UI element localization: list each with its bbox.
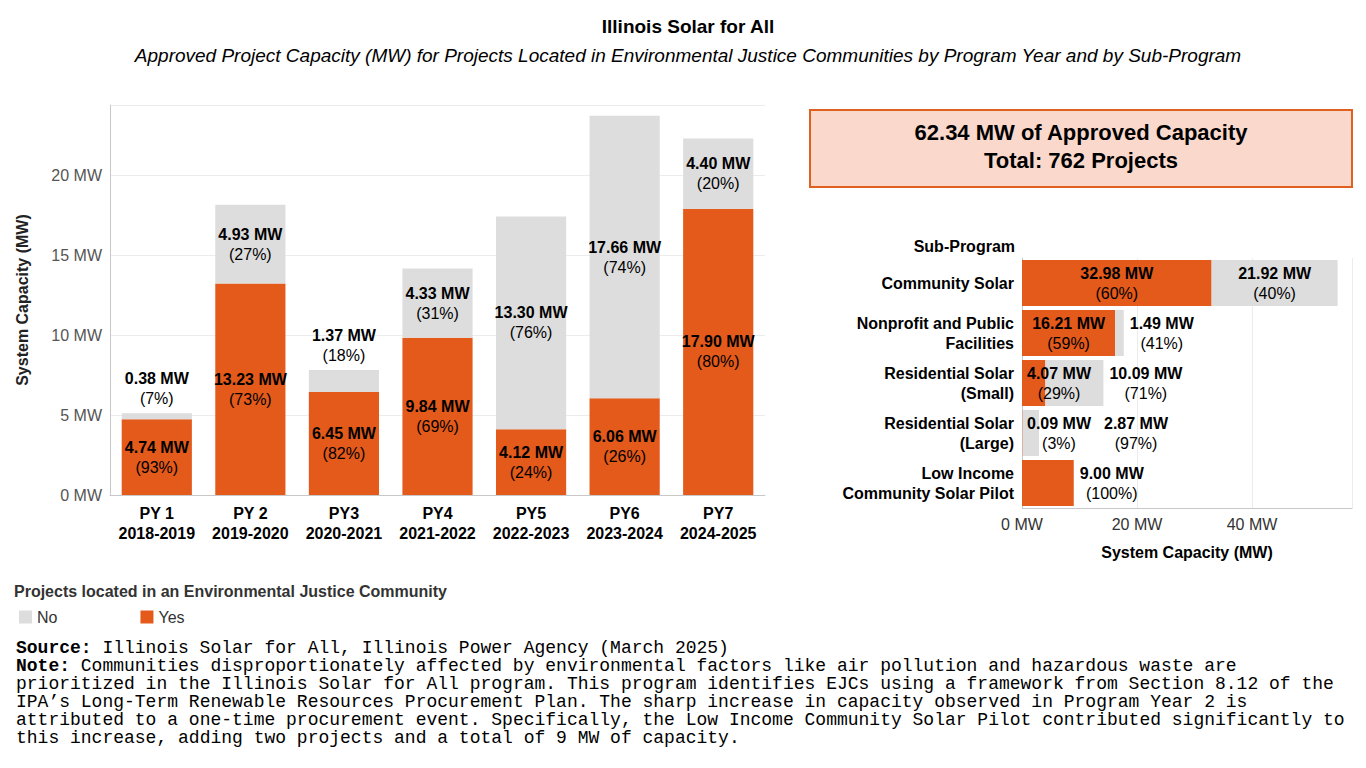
svg-text:(7%): (7%)	[140, 390, 174, 407]
svg-text:4.93 MW: 4.93 MW	[218, 226, 283, 243]
svg-text:IPA’s Long-Term Renewable Reso: IPA’s Long-Term Renewable Resources Proc…	[16, 692, 1247, 712]
svg-text:17.66 MW: 17.66 MW	[588, 239, 662, 256]
svg-text:20 MW: 20 MW	[1112, 516, 1164, 533]
svg-text:10.09 MW: 10.09 MW	[1109, 365, 1183, 382]
svg-text:(24%): (24%)	[510, 464, 553, 481]
svg-text:1.49 MW: 1.49 MW	[1130, 315, 1195, 332]
svg-text:Facilities: Facilities	[946, 335, 1015, 352]
svg-text:0.09 MW: 0.09 MW	[1027, 415, 1092, 432]
svg-text:2019-2020: 2019-2020	[212, 525, 289, 542]
svg-text:(73%): (73%)	[229, 391, 272, 408]
svg-text:1.37 MW: 1.37 MW	[312, 327, 377, 344]
svg-text:Residential Solar: Residential Solar	[884, 415, 1014, 432]
svg-text:prioritized in the Illinois So: prioritized in the Illinois Solar for Al…	[16, 674, 1334, 694]
svg-text:PY6: PY6	[610, 505, 640, 522]
svg-text:(71%): (71%)	[1125, 385, 1168, 402]
svg-text:(69%): (69%)	[416, 418, 459, 435]
svg-text:(76%): (76%)	[510, 324, 553, 341]
svg-text:9.84 MW: 9.84 MW	[405, 398, 470, 415]
svg-text:PY3: PY3	[329, 505, 359, 522]
svg-text:Total: 762 Projects: Total: 762 Projects	[984, 148, 1178, 173]
svg-text:(Large): (Large)	[960, 435, 1014, 452]
svg-text:Illinois Solar for All, Illino: Illinois Solar for All, Illinois Power A…	[102, 638, 729, 658]
svg-text:4.07 MW: 4.07 MW	[1027, 365, 1092, 382]
svg-text:2022-2023: 2022-2023	[493, 525, 570, 542]
svg-text:(74%): (74%)	[603, 259, 646, 276]
svg-text:System Capacity (MW): System Capacity (MW)	[14, 214, 31, 386]
svg-text:(Small): (Small)	[961, 385, 1014, 402]
svg-text:Sub-Program: Sub-Program	[914, 238, 1015, 255]
svg-text:(29%): (29%)	[1038, 385, 1081, 402]
svg-text:(40%): (40%)	[1253, 285, 1296, 302]
svg-text:13.30 MW: 13.30 MW	[495, 304, 569, 321]
svg-text:0.38 MW: 0.38 MW	[125, 370, 190, 387]
svg-text:6.06 MW: 6.06 MW	[593, 428, 658, 445]
svg-text:10 MW: 10 MW	[51, 327, 103, 344]
svg-text:2023-2024: 2023-2024	[586, 525, 663, 542]
svg-text:62.34 MW of Approved Capacity: 62.34 MW of Approved Capacity	[915, 120, 1249, 145]
svg-text:16.21 MW: 16.21 MW	[1032, 315, 1106, 332]
svg-text:Community Solar Pilot: Community Solar Pilot	[842, 485, 1014, 502]
svg-text:attributed to a one-time procu: attributed to a one-time procurement eve…	[16, 710, 1345, 730]
svg-text:PY7: PY7	[703, 505, 733, 522]
svg-text:(3%): (3%)	[1042, 435, 1076, 452]
svg-text:(82%): (82%)	[323, 445, 366, 462]
svg-text:20 MW: 20 MW	[51, 167, 103, 184]
svg-text:(100%): (100%)	[1086, 485, 1138, 502]
svg-text:(18%): (18%)	[323, 347, 366, 364]
svg-text:Yes: Yes	[158, 609, 184, 626]
svg-text:2020-2021: 2020-2021	[306, 525, 383, 542]
svg-text:32.98 MW: 32.98 MW	[1080, 265, 1154, 282]
svg-text:(26%): (26%)	[603, 448, 646, 465]
svg-text:Communities disproportionately: Communities disproportionately affected …	[81, 656, 1237, 676]
svg-text:4.74 MW: 4.74 MW	[125, 439, 190, 456]
svg-text:Community Solar: Community Solar	[882, 275, 1014, 292]
svg-text:4.40 MW: 4.40 MW	[686, 155, 751, 172]
svg-text:(59%): (59%)	[1047, 335, 1090, 352]
svg-text:(60%): (60%)	[1095, 285, 1138, 302]
svg-text:Note:: Note:	[16, 656, 70, 676]
svg-text:(97%): (97%)	[1115, 435, 1158, 452]
svg-text:Residential Solar: Residential Solar	[884, 365, 1014, 382]
svg-text:5 MW: 5 MW	[60, 407, 103, 424]
svg-text:Source:: Source:	[16, 638, 92, 658]
svg-text:9.00 MW: 9.00 MW	[1080, 465, 1145, 482]
svg-text:Low Income: Low Income	[922, 465, 1015, 482]
svg-text:(31%): (31%)	[416, 305, 459, 322]
svg-text:2018-2019: 2018-2019	[119, 525, 196, 542]
svg-text:(27%): (27%)	[229, 246, 272, 263]
svg-text:Projects located in an Environ: Projects located in an Environmental Jus…	[14, 583, 447, 600]
svg-text:6.45 MW: 6.45 MW	[312, 425, 377, 442]
svg-text:4.33 MW: 4.33 MW	[405, 285, 470, 302]
svg-text:this increase, adding two proj: this increase, adding two projects and a…	[16, 728, 740, 748]
svg-text:PY 2: PY 2	[233, 505, 268, 522]
svg-text:0 MW: 0 MW	[60, 487, 103, 504]
svg-text:21.92 MW: 21.92 MW	[1238, 265, 1312, 282]
svg-text:2021-2022: 2021-2022	[399, 525, 476, 542]
svg-text:Nonprofit and Public: Nonprofit and Public	[857, 315, 1014, 332]
svg-text:40 MW: 40 MW	[1227, 516, 1279, 533]
svg-text:PY 1: PY 1	[140, 505, 175, 522]
svg-text:15 MW: 15 MW	[51, 247, 103, 264]
svg-text:13.23 MW: 13.23 MW	[214, 371, 288, 388]
svg-text:4.12 MW: 4.12 MW	[499, 444, 564, 461]
svg-text:(20%): (20%)	[697, 175, 740, 192]
svg-text:17.90 MW: 17.90 MW	[682, 333, 756, 350]
svg-text:0 MW: 0 MW	[1001, 516, 1044, 533]
svg-text:PY5: PY5	[516, 505, 546, 522]
svg-text:(93%): (93%)	[135, 459, 178, 476]
svg-text:2.87 MW: 2.87 MW	[1104, 415, 1169, 432]
svg-text:System Capacity (MW): System Capacity (MW)	[1101, 544, 1273, 561]
svg-text:Illinois Solar for All: Illinois Solar for All	[602, 16, 774, 37]
svg-text:(41%): (41%)	[1140, 335, 1183, 352]
svg-text:Approved Project Capacity (MW): Approved Project Capacity (MW) for Proje…	[134, 45, 1241, 66]
svg-text:PY4: PY4	[422, 505, 452, 522]
svg-text:No: No	[37, 609, 58, 626]
svg-text:2024-2025: 2024-2025	[680, 525, 757, 542]
svg-text:(80%): (80%)	[697, 353, 740, 370]
